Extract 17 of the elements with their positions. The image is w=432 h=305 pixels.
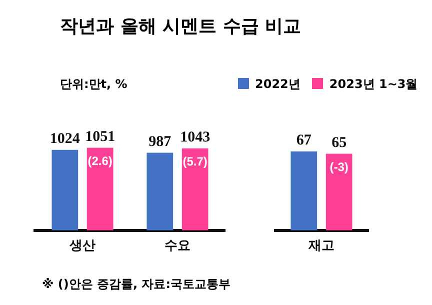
data-label: 1043 [180,130,210,146]
annotation: (2.6) [88,154,112,168]
legend-label: 2023년 1~3월 [329,77,418,91]
text: ※ ()안은 증감률, 자료:국토교통부 [42,276,231,293]
x-tick-label: 생산 [68,238,96,254]
data-label: 1024 [50,131,80,148]
x-tick-label: 재고 [308,238,334,254]
data-label: 67 [296,132,312,149]
chart-title: 작년과 올해 시멘트 수급 비교 [60,15,302,38]
data-label: 987 [148,134,172,150]
legend-label: 2022년 [255,77,300,91]
chart-subtitle: 단위:만t, % [60,76,128,93]
x-tick-label: 수요 [164,238,190,254]
data-label: 65 [332,135,347,152]
annotation: (-3) [330,160,348,174]
annotation: (5.7) [182,154,208,169]
data-label: 1051 [85,129,116,146]
